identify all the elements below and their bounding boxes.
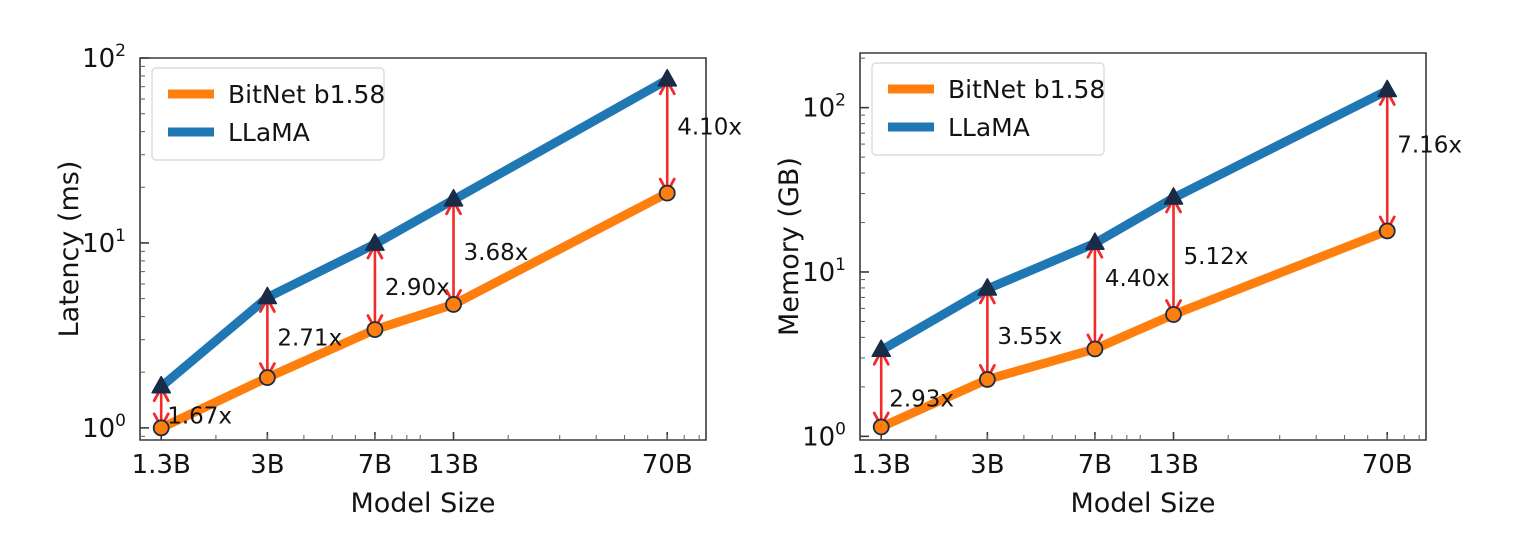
data-point-marker [365,233,385,251]
y-axis-title: Memory (GB) [774,157,805,336]
legend-label: LLaMA [948,113,1030,142]
series-markers [151,68,678,394]
data-point-marker [366,321,384,338]
annotation-label: 3.55x [997,324,1062,350]
axes-frame [139,57,707,441]
chart-panel-latency: 100 101 102 1.3B 3B 7B 13B 70B Model Size Latency… [54,41,742,519]
series-markers [152,184,676,437]
data-point-marker [1377,79,1398,98]
series-line [156,188,672,433]
chart-legend: BitNet b1.58 LLaMA [871,62,1105,156]
latency-chart: 100 101 102 1.3B 3B 7B 13B 70B Model Size Latency… [54,41,742,519]
y-tick-label: 100 [802,419,846,452]
data-point-marker [1165,306,1182,323]
annotation-label: 1.67x [167,403,232,429]
annotation-label: 5.12x [1184,244,1249,270]
annotation-arrow: 2.90x [366,243,450,330]
annotation-label: 7.16x [1397,133,1462,159]
data-point-marker [977,278,998,296]
y-tick-label: 102 [82,41,126,74]
y-axis-minor-ticks [140,65,145,437]
data-point-marker [151,375,172,394]
x-axis-minor-ticks [935,435,1420,440]
y-tick-label: 101 [802,255,846,288]
chart-legend: BitNet b1.58 LLaMA [151,67,385,161]
legend-label: BitNet b1.58 [228,80,385,109]
x-axis-ticks: 1.3B 3B 7B 13B 70B [852,432,1413,480]
x-axis-title: Model Size [1070,488,1215,519]
data-point-marker [1163,187,1184,205]
annotation-label: 2.71x [277,326,342,352]
data-point-marker [872,418,890,436]
x-tick-label: 13B [1148,450,1199,480]
data-point-marker [257,286,278,305]
annotation-arrow: 4.10x [658,79,742,194]
y-axis-title: Latency (ms) [54,161,85,338]
data-point-marker [1086,340,1104,358]
data-point-marker [657,68,678,87]
y-axis-ticks: 100 101 102 [82,41,149,444]
series-bitnet [876,226,1392,432]
data-point-marker [658,184,676,202]
x-tick-label: 3B [250,450,284,480]
x-tick-label: 70B [1362,450,1413,480]
series-bitnet [156,188,672,433]
data-point-marker [443,189,464,207]
series-line [876,226,1392,432]
memory-chart: 100 101 102 1.3B 3B 7B 13B 70B Model Size Memory … [774,52,1462,519]
x-tick-label: 7B [1078,450,1112,480]
x-tick-label: 1.3B [132,450,191,480]
data-point-marker [871,339,892,358]
series-markers [872,222,1396,436]
legend-label: BitNet b1.58 [948,75,1105,104]
legend-label: LLaMA [228,118,310,147]
x-tick-label: 7B [358,450,392,480]
annotation-label: 3.68x [464,240,529,266]
y-tick-label: 102 [802,91,846,124]
data-point-marker [978,371,996,388]
x-tick-label: 1.3B [852,450,911,480]
x-tick-label: 13B [428,450,479,480]
annotation-label: 4.10x [677,114,742,140]
y-tick-label: 100 [82,411,126,444]
y-tick-label: 101 [82,226,126,259]
data-point-marker [445,296,462,313]
axes-frame [859,52,1427,441]
annotation-label: 2.90x [385,275,450,301]
x-axis-title: Model Size [350,488,495,519]
x-axis-minor-ticks [215,435,700,440]
x-tick-label: 70B [642,450,693,480]
data-point-marker [1378,222,1396,240]
data-point-marker [1085,232,1105,251]
series-markers [871,79,1398,358]
annotation-label: 2.93x [889,387,954,413]
annotation-label: 4.40x [1105,266,1170,292]
chart-panel-memory: 100 101 102 1.3B 3B 7B 13B 70B Model Size Memory … [768,0,1536,543]
data-point-marker [258,369,276,387]
y-axis-minor-ticks [860,57,865,388]
x-tick-label: 3B [970,450,1004,480]
annotation-arrow: 7.16x [1378,90,1462,232]
y-axis-ticks: 100 101 102 [802,91,869,452]
annotation-arrow: 5.12x [1165,197,1249,315]
data-point-marker [152,419,170,437]
x-axis-ticks: 1.3B 3B 7B 13B 70B [132,432,693,480]
